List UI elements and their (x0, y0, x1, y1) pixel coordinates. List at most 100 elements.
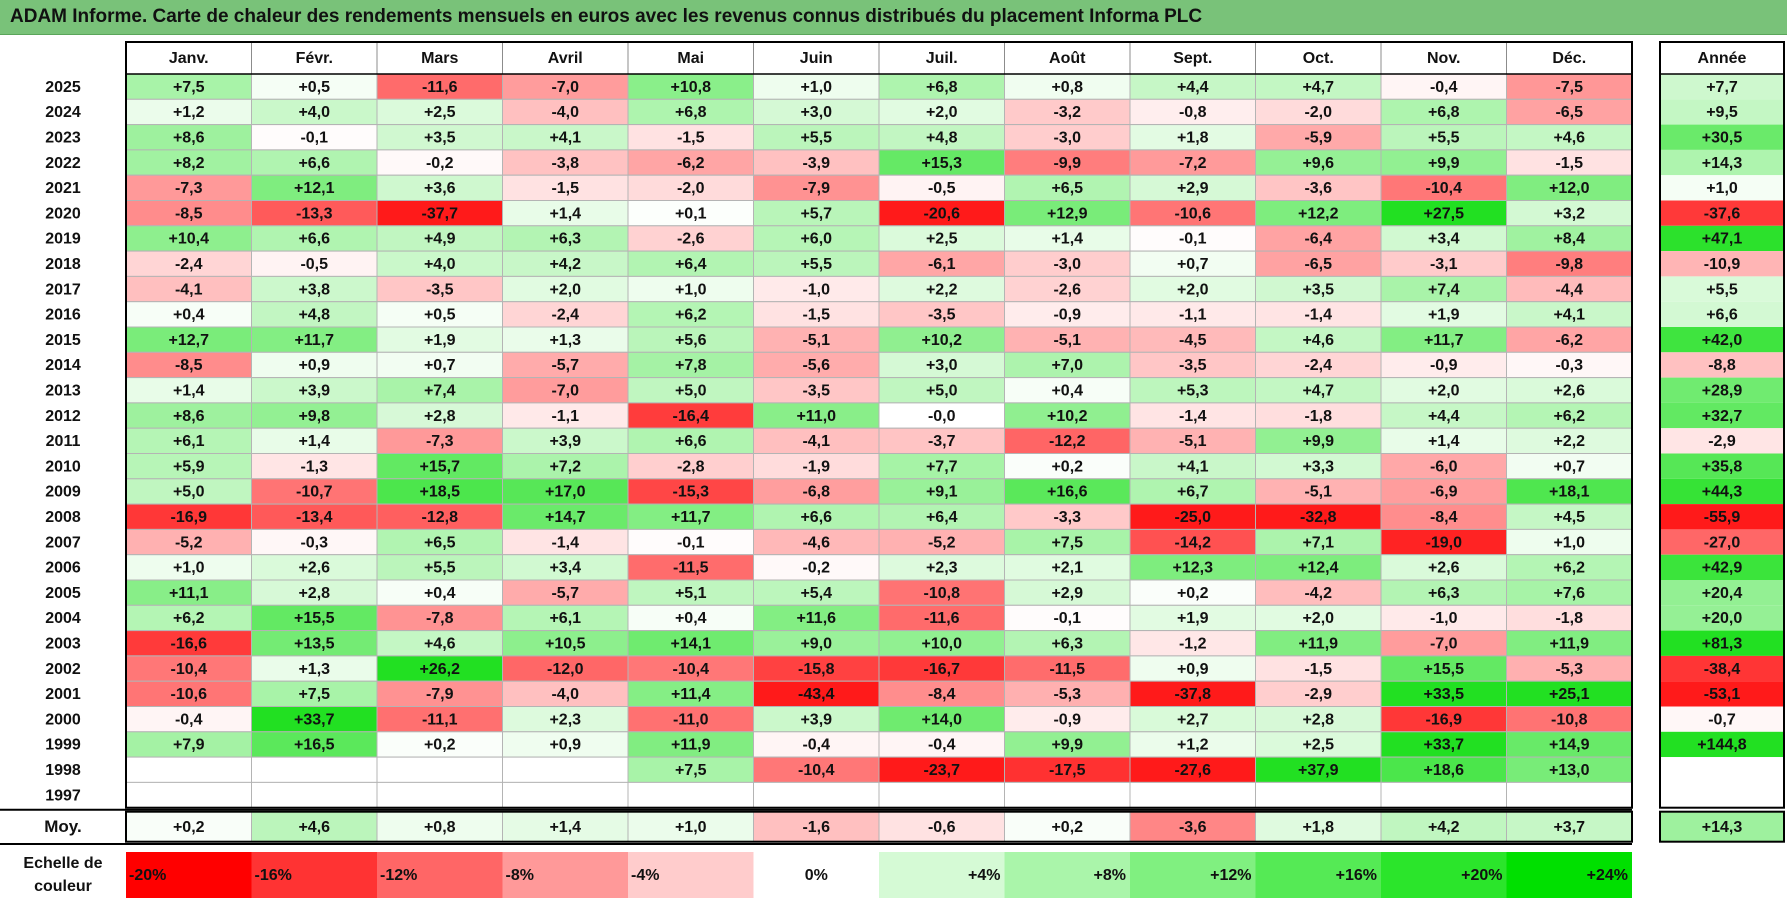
heatmap-cell-value: +1,4 (173, 382, 205, 399)
heatmap-cell-value: -6,5 (1304, 256, 1332, 273)
heatmap-cell-value: +9,6 (1302, 155, 1334, 172)
heatmap-cell-value: +4,7 (1302, 79, 1334, 96)
heatmap-cell (376, 73, 503, 100)
heatmap-cell-value: -10,4 (798, 762, 835, 779)
heatmap-cell-value: +9,9 (1051, 737, 1083, 754)
annual-cell (1660, 99, 1784, 125)
heatmap-cell-value: +7,8 (675, 357, 707, 374)
heatmap-cell-value: +6,2 (1553, 408, 1585, 425)
heatmap-cell (1506, 377, 1633, 404)
heatmap-cell-value: +2,2 (926, 281, 958, 298)
heatmap-cell (1004, 630, 1131, 657)
heatmap-cell-value: -2,4 (175, 256, 203, 273)
heatmap-cell-value: -3,1 (1430, 256, 1458, 273)
annual-cell-value: +20,0 (1702, 610, 1743, 627)
heatmap-cell-value: -1,5 (677, 129, 705, 146)
heatmap-cell-value: +6,8 (1428, 104, 1460, 121)
heatmap-cell (1380, 503, 1507, 530)
heatmap-cell (627, 351, 754, 379)
heatmap-cell (1380, 149, 1507, 176)
heatmap-cell-value: +5,1 (675, 585, 707, 602)
heatmap-cell-value: +37,9 (1298, 762, 1339, 779)
heatmap-cell (878, 200, 1005, 227)
heatmap-cell (251, 528, 378, 556)
year-label: 2007 (45, 534, 81, 551)
heatmap-cell-value: +6,5 (424, 534, 456, 551)
annual-cell-value: +5,5 (1706, 281, 1738, 298)
heatmap-cell (1129, 250, 1256, 277)
heatmap-cell-value: +7,0 (1051, 357, 1083, 374)
heatmap-cell (125, 503, 252, 530)
heatmap-cell-value: -0,2 (802, 560, 830, 577)
heatmap-cell-value: -11,6 (422, 79, 458, 96)
heatmap-cell-value: +3,5 (424, 129, 456, 146)
heatmap-cell (878, 250, 1005, 277)
heatmap-cell (627, 301, 754, 328)
heatmap-cell-value: +6,6 (800, 509, 832, 526)
heatmap-cell-value: -10,6 (1175, 205, 1212, 222)
heatmap-cell (1255, 301, 1382, 328)
heatmap-cell (1380, 377, 1507, 404)
heatmap-cell (1380, 124, 1507, 151)
heatmap-cell (627, 630, 754, 657)
heatmap-cell-value: +4,1 (549, 129, 581, 146)
heatmap-cell (878, 604, 1005, 632)
heatmap-cell (376, 427, 503, 455)
annual-cell-value: +20,4 (1702, 585, 1743, 602)
grid-border (125, 41, 1633, 809)
heatmap-cell (1255, 781, 1382, 809)
heatmap-cell-value: +6,2 (173, 610, 205, 627)
annual-cell-value: +30,5 (1702, 129, 1743, 146)
month-header: Déc. (1552, 50, 1586, 67)
heatmap-cell-value: +2,6 (298, 560, 330, 577)
heatmap-cell-value: -0,4 (175, 711, 203, 728)
heatmap-cell-value: +1,3 (549, 332, 581, 349)
heatmap-cell (502, 781, 629, 809)
heatmap-cell (878, 98, 1005, 126)
heatmap-cell (1506, 427, 1633, 455)
heatmap-cell (1380, 554, 1507, 581)
annual-cell-value: +1,0 (1706, 180, 1738, 197)
heatmap-cell-value: -11,1 (422, 711, 458, 728)
annual-cell (1660, 377, 1784, 403)
heatmap-cell-value: +16,5 (294, 737, 335, 754)
scale-label: Echelle de (23, 855, 102, 872)
heatmap-cell-value: -1,8 (1304, 408, 1332, 425)
heatmap-cell-value: +0,9 (298, 357, 330, 374)
heatmap-cell-value: -3,8 (551, 155, 579, 172)
heatmap-cell-value: +9,0 (800, 635, 832, 652)
heatmap-cell-value: +2,9 (1051, 585, 1083, 602)
heatmap-cell-value: -16,9 (1426, 711, 1463, 728)
heatmap-cell-value: +5,0 (926, 382, 958, 399)
heatmap-cell-value: +11,7 (294, 332, 334, 349)
heatmap-cell (753, 275, 880, 303)
heatmap-cell-value: +10,5 (545, 635, 586, 652)
heatmap-cell (1506, 275, 1633, 303)
heatmap-cell (753, 453, 880, 480)
heatmap-cell-value: +12,7 (169, 332, 210, 349)
scale-swatch (1255, 852, 1381, 898)
heatmap-cell (1129, 326, 1256, 353)
scale-step-label: +16% (1336, 867, 1377, 884)
heatmap-cell-value: +14,7 (545, 509, 586, 526)
heatmap-cell-value: +12,4 (1298, 560, 1339, 577)
annual-cell-value: +6,6 (1706, 307, 1738, 324)
heatmap-cell-value: -6,2 (677, 155, 705, 172)
heatmap-cell (1129, 680, 1256, 708)
heatmap-cell-value: +2,2 (1553, 433, 1585, 450)
heatmap-cell-value: -1,4 (551, 534, 579, 551)
heatmap-cell-value: +7,2 (549, 458, 581, 475)
heatmap-cell (1255, 731, 1382, 758)
heatmap-cell-value: -6,9 (1430, 484, 1458, 501)
heatmap-cell (627, 554, 754, 581)
heatmap-cell (1506, 731, 1633, 758)
scale-step-label: -12% (380, 867, 417, 884)
heatmap-cell (878, 149, 1005, 176)
heatmap-cell-value: -1,5 (1555, 155, 1583, 172)
heatmap-cell (502, 301, 629, 328)
scale-swatch (1381, 852, 1507, 898)
heatmap-cell-value: -1,9 (802, 458, 830, 475)
heatmap-cell-value: +2,3 (926, 560, 958, 577)
heatmap-cell-value: +2,5 (1302, 737, 1334, 754)
